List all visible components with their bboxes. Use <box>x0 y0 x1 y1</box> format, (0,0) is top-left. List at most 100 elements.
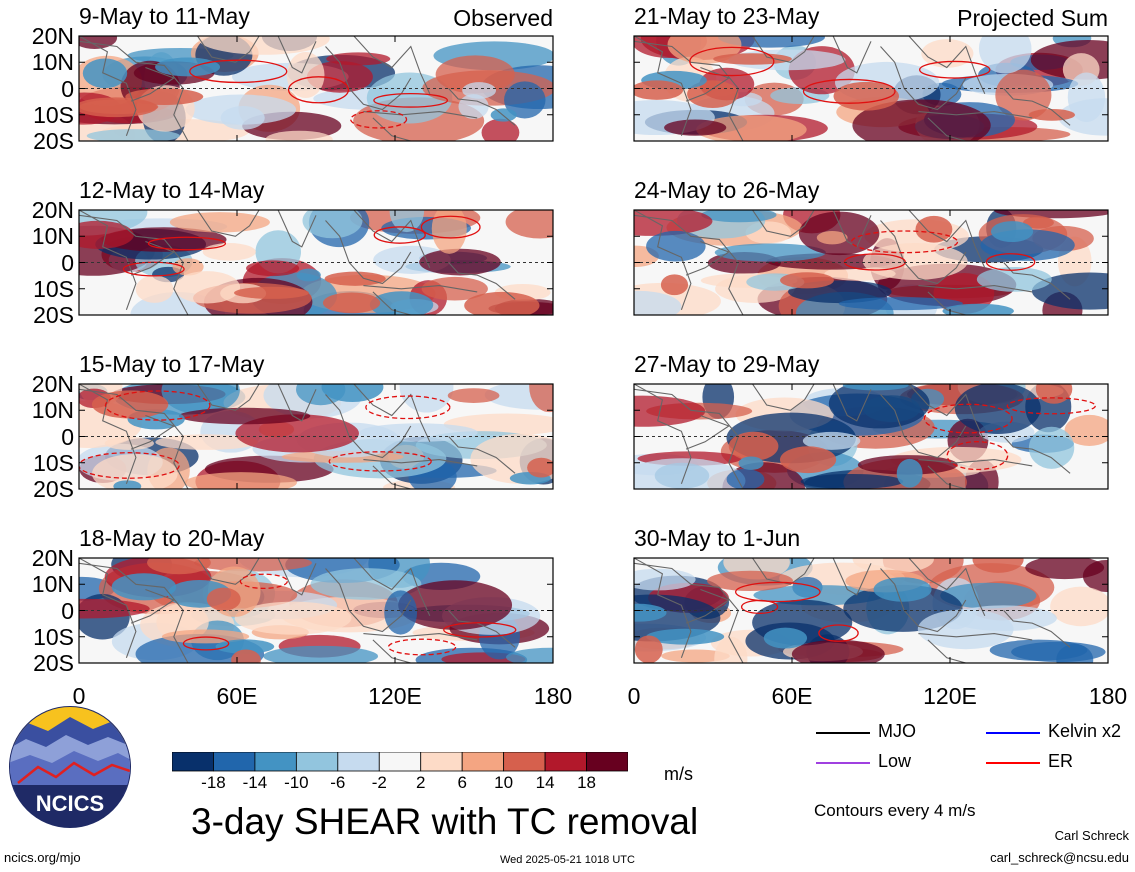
panel-title: 27-May to 29-May <box>634 351 820 377</box>
lon-tick-label: 60E <box>216 683 258 709</box>
colorbar-tick-label: 6 <box>457 773 467 792</box>
lat-tick-label: 10S <box>33 449 74 476</box>
colorbar-tick-label: 18 <box>577 773 596 792</box>
lat-tick-label: 10N <box>31 571 74 598</box>
er-contours <box>843 230 1036 271</box>
lat-tick-label: 10S <box>33 101 74 128</box>
lat-tick-label: 20S <box>33 302 74 328</box>
panel-title: 15-May to 17-May <box>79 351 265 377</box>
ncics-logo: NCICS <box>9 706 131 828</box>
shear-shading <box>79 558 553 663</box>
lon-tick-label: 120E <box>368 683 422 709</box>
colorbar-tick-label: -14 <box>242 773 268 792</box>
lat-tick-label: 20N <box>31 197 74 223</box>
legend-label: ER <box>1048 751 1074 771</box>
colorbar-swatch <box>295 752 339 772</box>
coastlines <box>634 384 1071 489</box>
lon-tick-label: 120E <box>923 683 977 709</box>
lat-tick-label: 10S <box>33 623 74 650</box>
colorbar-swatch <box>254 752 297 772</box>
lat-tick-label: 10N <box>31 49 74 76</box>
legend-label: Kelvin x2 <box>1048 721 1122 741</box>
er-contours <box>189 59 449 129</box>
colorbar-tick-label: -18 <box>201 773 226 792</box>
lat-tick-label: 20N <box>31 23 74 49</box>
colorbar-tick-label: -6 <box>330 773 346 792</box>
lat-tick-label: 20S <box>33 476 74 502</box>
map-panel <box>78 35 554 142</box>
colorbar <box>172 752 628 772</box>
colorbar-tick-label: 2 <box>415 773 426 792</box>
lon-tick-label: 0 <box>72 683 86 709</box>
figure-title: 3-day SHEAR with TC removal <box>191 801 699 842</box>
er-contours <box>182 573 517 656</box>
legend-line <box>986 732 1040 734</box>
legend-label: MJO <box>878 721 916 741</box>
colorbar-swatch <box>461 752 505 772</box>
colorbar-swatch <box>378 752 422 772</box>
lat-tick-label: 0 <box>61 597 74 624</box>
colorbar-tick-label: -2 <box>371 773 387 792</box>
colorbar-swatch <box>172 752 214 772</box>
footer-url: ncics.org/mjo <box>4 850 81 865</box>
footer-timestamp: Wed 2025-05-21 1018 UTC <box>500 854 635 866</box>
colorbar-tick-label: 14 <box>535 773 555 792</box>
panel-title: 18-May to 20-May <box>79 525 265 551</box>
er-contours <box>735 581 859 642</box>
coastlines <box>79 36 516 141</box>
footer-author: Carl Schreck <box>1054 828 1129 843</box>
lon-tick-label: 0 <box>627 683 641 709</box>
lat-tick-label: 10N <box>31 223 74 250</box>
legend-line <box>816 762 870 764</box>
lon-tick-label: 180 <box>1088 683 1128 709</box>
lon-tick-label: 60E <box>771 683 813 709</box>
colorbar-swatch <box>337 752 380 772</box>
lon-tick-label: 180 <box>533 683 573 709</box>
colorbar-tick-label: -10 <box>284 773 309 792</box>
panel-title: 30-May to 1-Jun <box>634 525 801 551</box>
lat-tick-label: 10S <box>33 275 74 302</box>
lat-tick-label: 0 <box>61 75 74 102</box>
contour-note: Contours every 4 m/s <box>814 801 976 820</box>
colorbar-tick-label: 10 <box>494 773 514 792</box>
map-panel <box>633 383 1109 490</box>
shear-shading <box>79 210 553 315</box>
logo-text: NCICS <box>36 791 104 816</box>
panel-title: 9-May to 11-May <box>79 3 250 29</box>
map-panel <box>633 35 1109 142</box>
legend-line <box>816 732 870 734</box>
colorbar-swatch <box>586 752 628 772</box>
coastlines <box>79 384 516 489</box>
colorbar-swatch <box>420 752 463 772</box>
footer-email: carl_schreck@ncsu.edu <box>990 850 1129 865</box>
map-panel <box>78 209 554 316</box>
panel-label: Projected Sum <box>957 5 1108 31</box>
lat-tick-label: 20S <box>33 650 74 676</box>
map-panel <box>78 557 554 664</box>
lat-tick-label: 20S <box>33 128 74 154</box>
lat-tick-label: 0 <box>61 423 74 450</box>
colorbar-swatch <box>503 752 546 772</box>
map-panel <box>78 383 554 490</box>
colorbar-swatch <box>544 752 587 772</box>
colorbar-unit: m/s <box>664 764 693 784</box>
shear-shading <box>634 558 1108 663</box>
er-contours <box>923 397 1096 471</box>
panel-title: 21-May to 23-May <box>634 3 820 29</box>
panel-title: 24-May to 26-May <box>634 177 820 203</box>
lat-tick-label: 20N <box>31 371 74 397</box>
legend-line <box>986 762 1040 764</box>
map-panel <box>633 557 1109 664</box>
lat-tick-label: 0 <box>61 249 74 276</box>
er-contours <box>79 390 451 479</box>
shear-shading <box>634 210 1108 315</box>
coastlines <box>634 210 1071 315</box>
coastlines <box>634 558 1071 663</box>
legend-label: Low <box>878 751 912 771</box>
panel-label: Observed <box>453 5 553 31</box>
lat-tick-label: 10N <box>31 397 74 424</box>
shear-shading <box>79 36 553 141</box>
lat-tick-label: 20N <box>31 545 74 571</box>
shear-shading <box>79 384 553 489</box>
